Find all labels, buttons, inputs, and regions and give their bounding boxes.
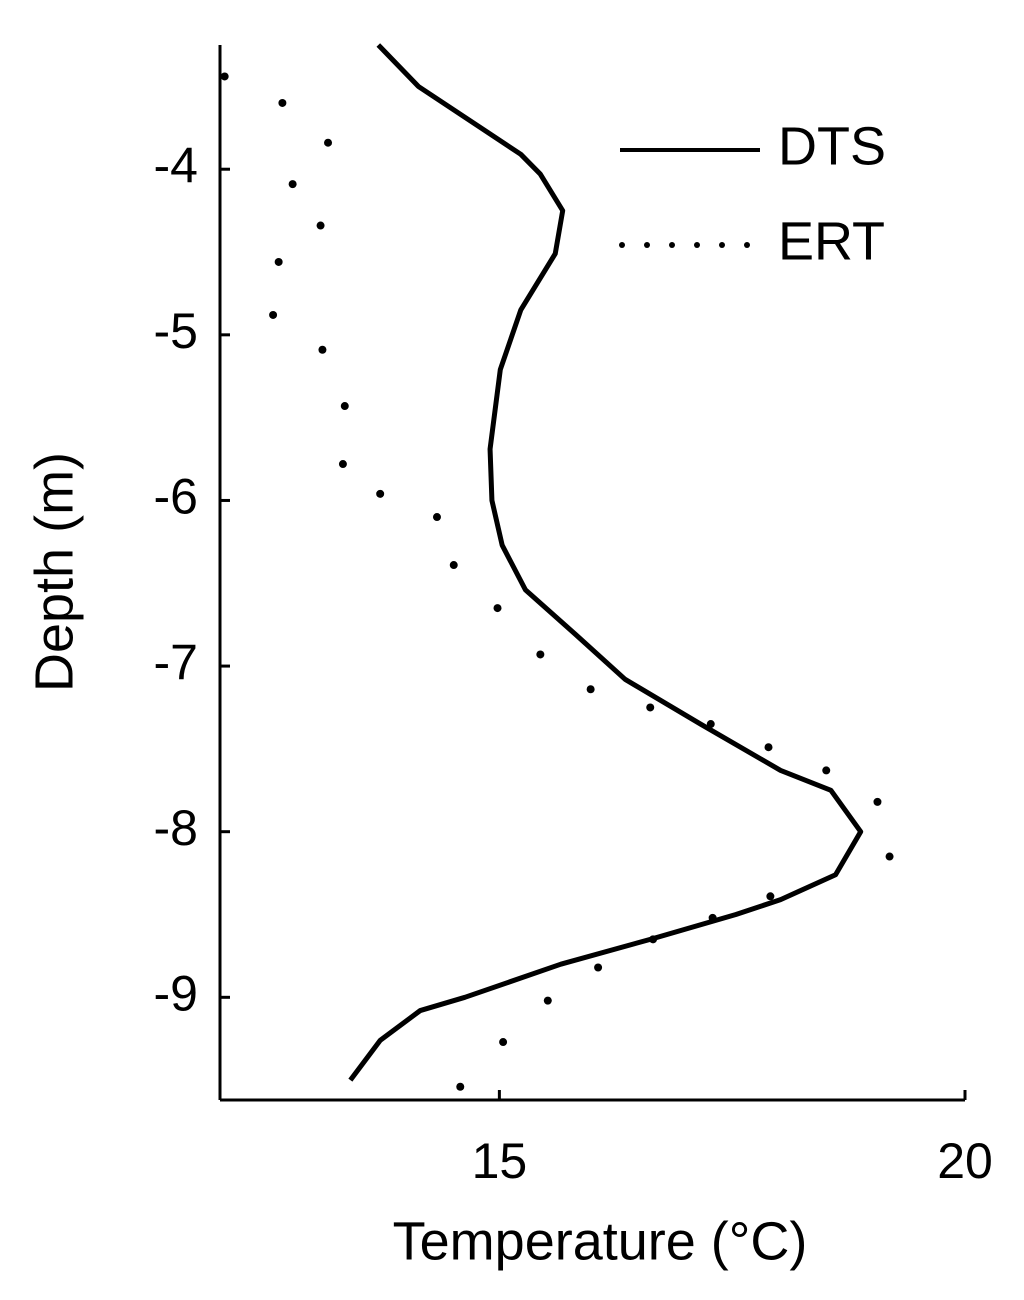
data-point <box>536 650 545 659</box>
x-axis-label: Temperature (°C) <box>393 1211 808 1271</box>
data-point <box>316 221 325 230</box>
legend-swatch <box>694 242 700 248</box>
data-point <box>456 1082 465 1091</box>
data-point <box>649 935 658 944</box>
data-point <box>376 489 385 498</box>
data-point <box>274 257 283 266</box>
legend-swatch <box>744 242 750 248</box>
data-point <box>646 703 655 712</box>
data-point <box>499 1038 508 1047</box>
data-point <box>324 138 333 147</box>
data-point <box>449 561 458 570</box>
data-point <box>338 460 347 469</box>
x-tick-label: 15 <box>472 1133 528 1189</box>
data-point <box>586 685 595 694</box>
data-point <box>493 604 502 613</box>
data-point <box>764 743 773 752</box>
legend-swatch <box>719 242 725 248</box>
data-point <box>594 963 603 972</box>
legend-swatch <box>669 242 675 248</box>
legend-swatch <box>644 242 650 248</box>
legend-label: ERT <box>778 211 885 271</box>
data-point <box>822 766 831 775</box>
data-point <box>543 996 552 1005</box>
data-point <box>766 892 775 901</box>
data-point <box>873 797 882 806</box>
data-point <box>220 72 229 81</box>
y-tick-label: -8 <box>154 800 198 856</box>
data-point <box>278 98 287 107</box>
legend-label: DTS <box>778 116 886 176</box>
data-point <box>288 180 297 189</box>
y-tick-label: -4 <box>154 137 198 193</box>
data-point <box>269 310 278 319</box>
data-point <box>340 402 349 411</box>
data-point <box>318 345 327 354</box>
data-point <box>885 852 894 861</box>
x-tick-label: 20 <box>937 1133 993 1189</box>
y-tick-label: -7 <box>154 634 198 690</box>
y-axis-label: Depth (m) <box>24 452 84 692</box>
data-point <box>432 513 441 522</box>
y-tick-label: -9 <box>154 966 198 1022</box>
y-tick-label: -5 <box>154 303 198 359</box>
data-point <box>706 720 715 729</box>
series-line <box>348 43 864 1082</box>
data-point <box>708 913 717 922</box>
legend-swatch <box>619 242 625 248</box>
y-tick-label: -6 <box>154 469 198 525</box>
